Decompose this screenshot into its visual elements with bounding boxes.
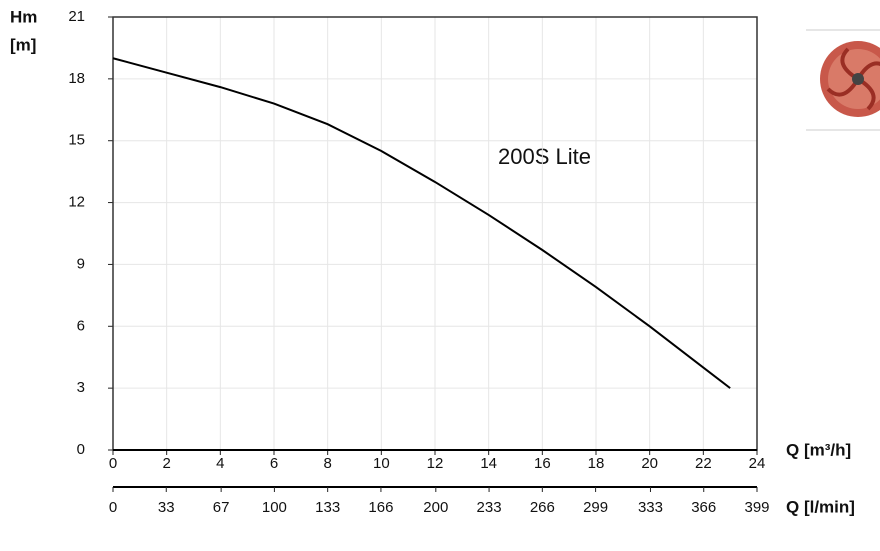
impeller-hub <box>852 73 864 85</box>
x-tick-label: 4 <box>216 455 224 472</box>
y-tick-label: 12 <box>68 194 85 211</box>
y-axis-label: Hm <box>10 7 37 26</box>
y-tick-label: 15 <box>68 132 85 149</box>
x-tick-label: 14 <box>480 455 497 472</box>
x-tick-label: 24 <box>749 455 766 472</box>
x-tick-label: 16 <box>534 455 551 472</box>
impeller-image <box>806 29 880 131</box>
x2-tick-label: 67 <box>213 499 230 516</box>
y-tick-label: 0 <box>77 441 85 458</box>
x2-tick-label: 333 <box>638 499 663 516</box>
x-tick-label: 0 <box>109 455 117 472</box>
x2-tick-label: 299 <box>583 499 608 516</box>
curve <box>112 57 731 389</box>
x2-tick-label: 100 <box>262 499 287 516</box>
x-tick-label: 2 <box>162 455 170 472</box>
y-tick-label: 9 <box>77 255 85 272</box>
x2-tick-label: 266 <box>530 499 555 516</box>
impeller-vanes <box>826 47 880 111</box>
x-axis-label: Q [m³/h] <box>786 440 851 459</box>
x-tick-label: 18 <box>588 455 605 472</box>
x2-axis-label: Q [l/min] <box>786 497 855 516</box>
x2-tick-label: 366 <box>691 499 716 516</box>
x2-tick-label: 0 <box>109 499 117 516</box>
x-tick-label: 20 <box>641 455 658 472</box>
x-tick-label: 8 <box>323 455 331 472</box>
y-tick-label: 18 <box>68 70 85 87</box>
x-tick-label: 12 <box>427 455 444 472</box>
x2-tick-label: 133 <box>315 499 340 516</box>
x-tick-label: 6 <box>270 455 278 472</box>
x2-tick-label: 233 <box>477 499 502 516</box>
x2-tick-label: 166 <box>368 499 393 516</box>
y-tick-label: 21 <box>68 8 85 25</box>
x2-tick-label: 200 <box>423 499 448 516</box>
y-tick-label: 6 <box>77 317 85 334</box>
y-axis-label: [m] <box>10 35 36 54</box>
x-tick-label: 22 <box>695 455 712 472</box>
y-tick-label: 3 <box>77 379 85 396</box>
x2-tick-label: 399 <box>744 499 769 516</box>
annotation: 200S Lite <box>498 144 591 169</box>
x-tick-label: 10 <box>373 455 390 472</box>
x2-tick-label: 33 <box>158 499 175 516</box>
